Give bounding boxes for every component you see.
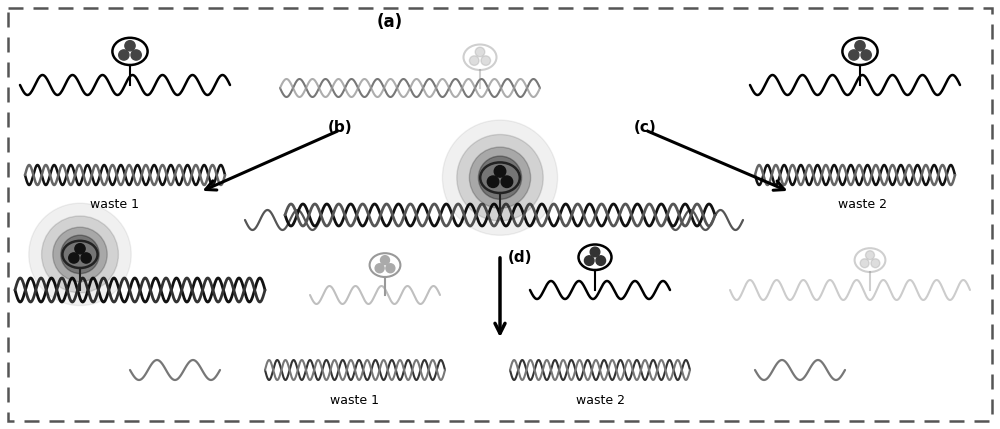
- Circle shape: [501, 176, 513, 187]
- Circle shape: [457, 135, 543, 221]
- Text: waste 2: waste 2: [576, 393, 624, 407]
- Circle shape: [53, 227, 107, 281]
- Circle shape: [386, 264, 395, 273]
- Circle shape: [590, 247, 600, 257]
- Circle shape: [855, 41, 865, 51]
- Circle shape: [42, 216, 118, 293]
- Text: waste 1: waste 1: [330, 393, 380, 407]
- Circle shape: [860, 259, 869, 268]
- Circle shape: [381, 256, 389, 265]
- Text: (b): (b): [328, 121, 352, 136]
- Text: waste 1: waste 1: [90, 199, 140, 211]
- Text: (c): (c): [634, 121, 656, 136]
- Circle shape: [29, 203, 131, 305]
- Circle shape: [469, 56, 479, 65]
- Circle shape: [494, 166, 506, 177]
- Circle shape: [475, 47, 485, 57]
- Circle shape: [596, 256, 606, 266]
- Circle shape: [849, 50, 859, 60]
- Circle shape: [478, 156, 522, 199]
- Circle shape: [69, 253, 79, 263]
- Circle shape: [119, 50, 129, 60]
- Circle shape: [866, 251, 874, 260]
- Circle shape: [81, 253, 91, 263]
- Circle shape: [469, 147, 531, 208]
- Circle shape: [375, 264, 384, 273]
- Circle shape: [584, 256, 594, 266]
- Text: waste 2: waste 2: [838, 199, 887, 211]
- Circle shape: [861, 50, 871, 60]
- Text: (d): (d): [508, 251, 532, 266]
- Circle shape: [871, 259, 880, 268]
- Circle shape: [487, 176, 499, 187]
- Circle shape: [131, 50, 141, 60]
- Text: (a): (a): [377, 13, 403, 31]
- Circle shape: [75, 244, 85, 254]
- Circle shape: [61, 235, 99, 274]
- Circle shape: [481, 56, 491, 65]
- Circle shape: [125, 41, 135, 51]
- Circle shape: [442, 120, 558, 235]
